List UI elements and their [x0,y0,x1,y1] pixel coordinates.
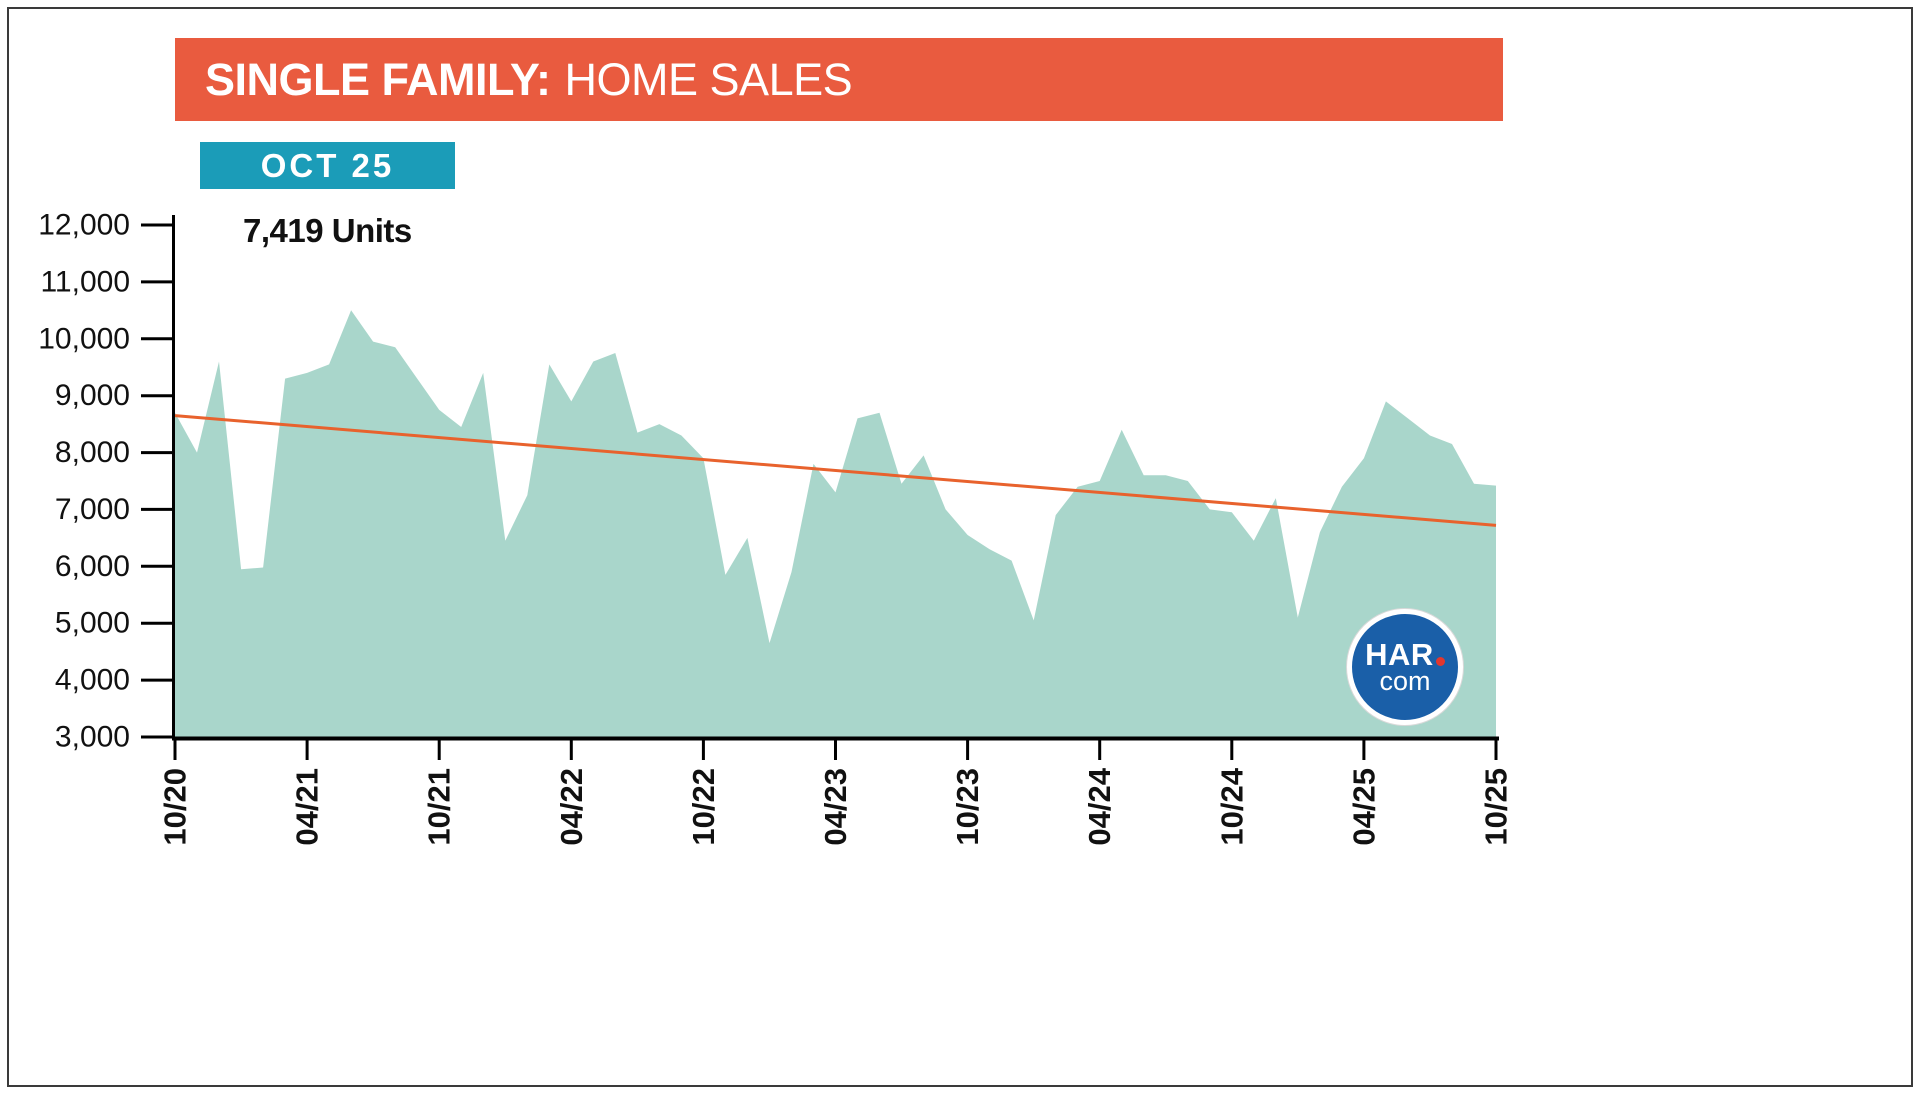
logo-har-word: HAR [1365,637,1434,672]
x-tick-label: 10/25 [1479,768,1514,846]
y-tick-label: 8,000 [55,436,130,469]
y-tick-label: 12,000 [38,209,130,242]
y-tick-label: 7,000 [55,493,130,526]
har-logo: HAR com [1347,609,1463,725]
y-tick-label: 5,000 [55,607,130,640]
logo-text-com: com [1379,666,1431,696]
y-tick-label: 11,000 [40,265,130,298]
x-tick-label: 10/22 [686,768,721,846]
x-tick-label: 04/21 [290,768,325,846]
trend-line [174,414,1497,527]
x-tick-label: 10/23 [950,768,985,846]
x-tick-label: 04/25 [1346,768,1381,846]
y-tick-label: 9,000 [55,379,130,412]
x-tick-label: 04/23 [818,768,853,846]
current-units-label: 7,419 Units [243,212,412,249]
y-tick-label: 10,000 [38,322,130,355]
x-tick-label: 04/22 [554,768,589,846]
logo-text-har: HAR [1365,637,1445,672]
sales-area-series [175,310,1496,737]
logo-red-dot-icon [1435,657,1445,666]
chart-header: SINGLE FAMILY: HOME SALES [175,38,1503,121]
chart-title-strong: SINGLE FAMILY: [205,53,551,105]
x-tick-label: 10/24 [1214,767,1249,845]
month-badge: OCT 25 [200,142,455,189]
y-tick-label: 4,000 [55,664,130,697]
x-tick-label: 04/24 [1082,767,1117,845]
chart-title-regular: HOME SALES [564,53,853,105]
y-tick-label: 3,000 [55,721,130,754]
x-tick-label: 10/20 [158,768,193,846]
x-tick-label: 10/21 [422,768,457,846]
y-tick-label: 6,000 [55,550,130,583]
